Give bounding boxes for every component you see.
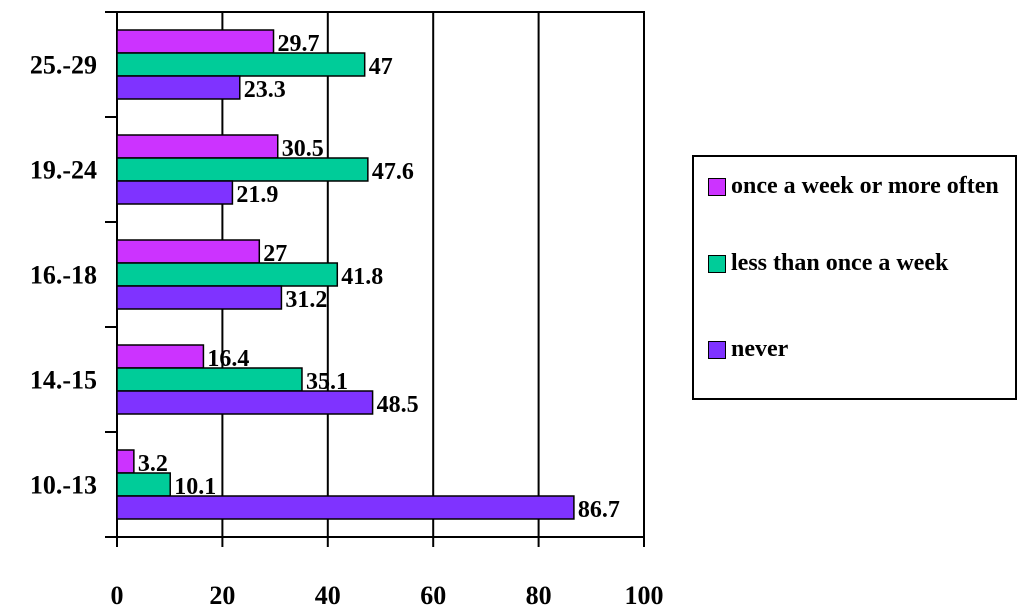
x-tick-label: 20	[209, 581, 235, 610]
y-tick-label: 19.-24	[30, 156, 97, 185]
legend-label-less-than-once: less than once a week	[731, 250, 949, 276]
bar	[116, 344, 205, 369]
data-label: 29.7	[278, 31, 320, 57]
bar	[116, 390, 374, 415]
legend-label-once-a-week: once a week or more often	[731, 173, 999, 199]
data-label: 3.2	[138, 451, 168, 477]
x-tick-label: 60	[420, 581, 446, 610]
legend-item-never: never	[708, 334, 1019, 364]
x-tick-label: 100	[625, 581, 664, 610]
y-tick-label: 25.-29	[30, 51, 97, 80]
data-label: 48.5	[377, 392, 419, 418]
legend-swatch-never	[708, 341, 726, 359]
legend-item-less-than-once: less than once a week	[708, 248, 1019, 278]
data-label: 10.1	[174, 474, 216, 500]
data-label: 47.6	[372, 159, 414, 185]
labels: 0 20 40 60 80 100 10.-13 3.210.1 86.7 14.-15 16.4 3…	[30, 31, 664, 610]
data-label: 30.5	[282, 136, 324, 162]
y-tick-label: 16.-18	[30, 261, 97, 290]
data-label: 16.4	[207, 346, 249, 372]
bars	[116, 29, 575, 520]
bar	[116, 449, 135, 474]
bar	[116, 75, 241, 100]
legend: once a week or more often less than once…	[692, 155, 1017, 400]
bar	[116, 134, 279, 159]
data-label: 41.8	[341, 264, 383, 290]
data-label: 31.2	[285, 287, 327, 313]
y-tick-label: 14.-15	[30, 366, 97, 395]
x-tick-label: 40	[315, 581, 341, 610]
legend-swatch-once-a-week	[708, 178, 726, 196]
bar	[116, 29, 275, 54]
data-label: 47	[369, 54, 393, 80]
bar	[116, 285, 283, 310]
bar	[116, 495, 575, 520]
data-label: 35.1	[306, 369, 348, 395]
y-tick-label: 10.-13	[30, 471, 97, 500]
bar	[116, 52, 366, 77]
data-label: 23.3	[244, 77, 286, 103]
data-label: 21.9	[236, 182, 278, 208]
legend-label-never: never	[731, 336, 789, 362]
x-tick-label: 80	[526, 581, 552, 610]
bar	[116, 180, 234, 205]
legend-swatch-less-than-once	[708, 255, 726, 273]
x-tick-label: 0	[111, 581, 124, 610]
bar	[116, 239, 261, 264]
data-label: 27	[263, 241, 287, 267]
data-label: 86.7	[578, 497, 620, 523]
bar	[116, 262, 339, 287]
legend-item-once-a-week: once a week or more often	[708, 171, 1001, 201]
bar	[116, 157, 369, 182]
